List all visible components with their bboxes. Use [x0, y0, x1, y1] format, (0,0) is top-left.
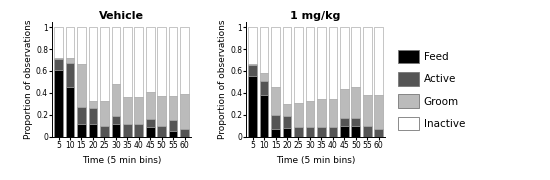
Bar: [260, 27, 268, 73]
Bar: [340, 126, 349, 137]
Bar: [112, 124, 120, 137]
Bar: [54, 27, 63, 58]
Bar: [317, 27, 326, 100]
Bar: [306, 127, 314, 137]
Bar: [65, 58, 74, 63]
Bar: [100, 27, 109, 101]
Bar: [340, 118, 349, 126]
Title: 1 mg/kg: 1 mg/kg: [290, 11, 341, 21]
Bar: [340, 27, 349, 89]
Bar: [89, 27, 97, 101]
Bar: [306, 101, 314, 127]
Bar: [351, 118, 360, 126]
Bar: [340, 89, 349, 118]
Bar: [351, 126, 360, 137]
Bar: [249, 64, 257, 66]
Bar: [89, 101, 97, 108]
Bar: [180, 94, 189, 129]
Bar: [260, 95, 268, 137]
Bar: [169, 96, 178, 120]
Bar: [157, 96, 166, 126]
Bar: [123, 124, 131, 137]
Bar: [317, 127, 326, 137]
Bar: [271, 27, 280, 87]
Bar: [112, 116, 120, 124]
Bar: [112, 84, 120, 116]
Bar: [146, 127, 155, 137]
Bar: [351, 27, 360, 87]
Bar: [249, 66, 257, 76]
Bar: [294, 27, 303, 103]
Bar: [54, 70, 63, 137]
Bar: [157, 126, 166, 137]
Bar: [112, 27, 120, 84]
Bar: [77, 124, 86, 137]
Bar: [328, 100, 337, 127]
Bar: [283, 27, 292, 104]
Bar: [328, 27, 337, 100]
Bar: [317, 100, 326, 127]
Y-axis label: Proportion of observations: Proportion of observations: [24, 19, 33, 139]
Bar: [65, 87, 74, 137]
Bar: [100, 126, 109, 137]
Bar: [375, 95, 383, 129]
Bar: [306, 27, 314, 101]
Bar: [363, 126, 372, 137]
Bar: [283, 128, 292, 137]
Bar: [375, 129, 383, 137]
Bar: [77, 27, 86, 64]
Bar: [249, 27, 257, 64]
Bar: [134, 27, 143, 97]
Bar: [134, 97, 143, 124]
Y-axis label: Proportion of observations: Proportion of observations: [218, 19, 227, 139]
Bar: [65, 63, 74, 87]
Bar: [157, 27, 166, 96]
Bar: [54, 58, 63, 59]
Bar: [294, 103, 303, 127]
Bar: [283, 116, 292, 128]
Bar: [100, 101, 109, 126]
Bar: [54, 59, 63, 70]
Bar: [77, 107, 86, 124]
Bar: [363, 95, 372, 126]
Bar: [123, 97, 131, 124]
X-axis label: Time (5 min bins): Time (5 min bins): [276, 156, 355, 165]
Bar: [271, 115, 280, 129]
Bar: [375, 27, 383, 95]
Bar: [89, 108, 97, 124]
Bar: [351, 87, 360, 118]
Bar: [363, 27, 372, 95]
Bar: [123, 27, 131, 97]
Bar: [146, 27, 155, 92]
Bar: [146, 119, 155, 127]
Bar: [260, 73, 268, 81]
Bar: [271, 87, 280, 115]
Bar: [180, 129, 189, 137]
Bar: [169, 27, 178, 96]
Bar: [89, 124, 97, 137]
Bar: [65, 27, 74, 58]
Bar: [249, 76, 257, 137]
Bar: [169, 131, 178, 137]
Bar: [283, 104, 292, 116]
Bar: [271, 129, 280, 137]
X-axis label: Time (5 min bins): Time (5 min bins): [82, 156, 161, 165]
Bar: [146, 92, 155, 119]
Legend: Feed, Active, Groom, Inactive: Feed, Active, Groom, Inactive: [395, 48, 468, 132]
Bar: [134, 124, 143, 137]
Bar: [169, 120, 178, 131]
Bar: [180, 27, 189, 94]
Bar: [77, 64, 86, 107]
Bar: [328, 127, 337, 137]
Bar: [260, 81, 268, 95]
Title: Vehicle: Vehicle: [99, 11, 144, 21]
Bar: [294, 127, 303, 137]
